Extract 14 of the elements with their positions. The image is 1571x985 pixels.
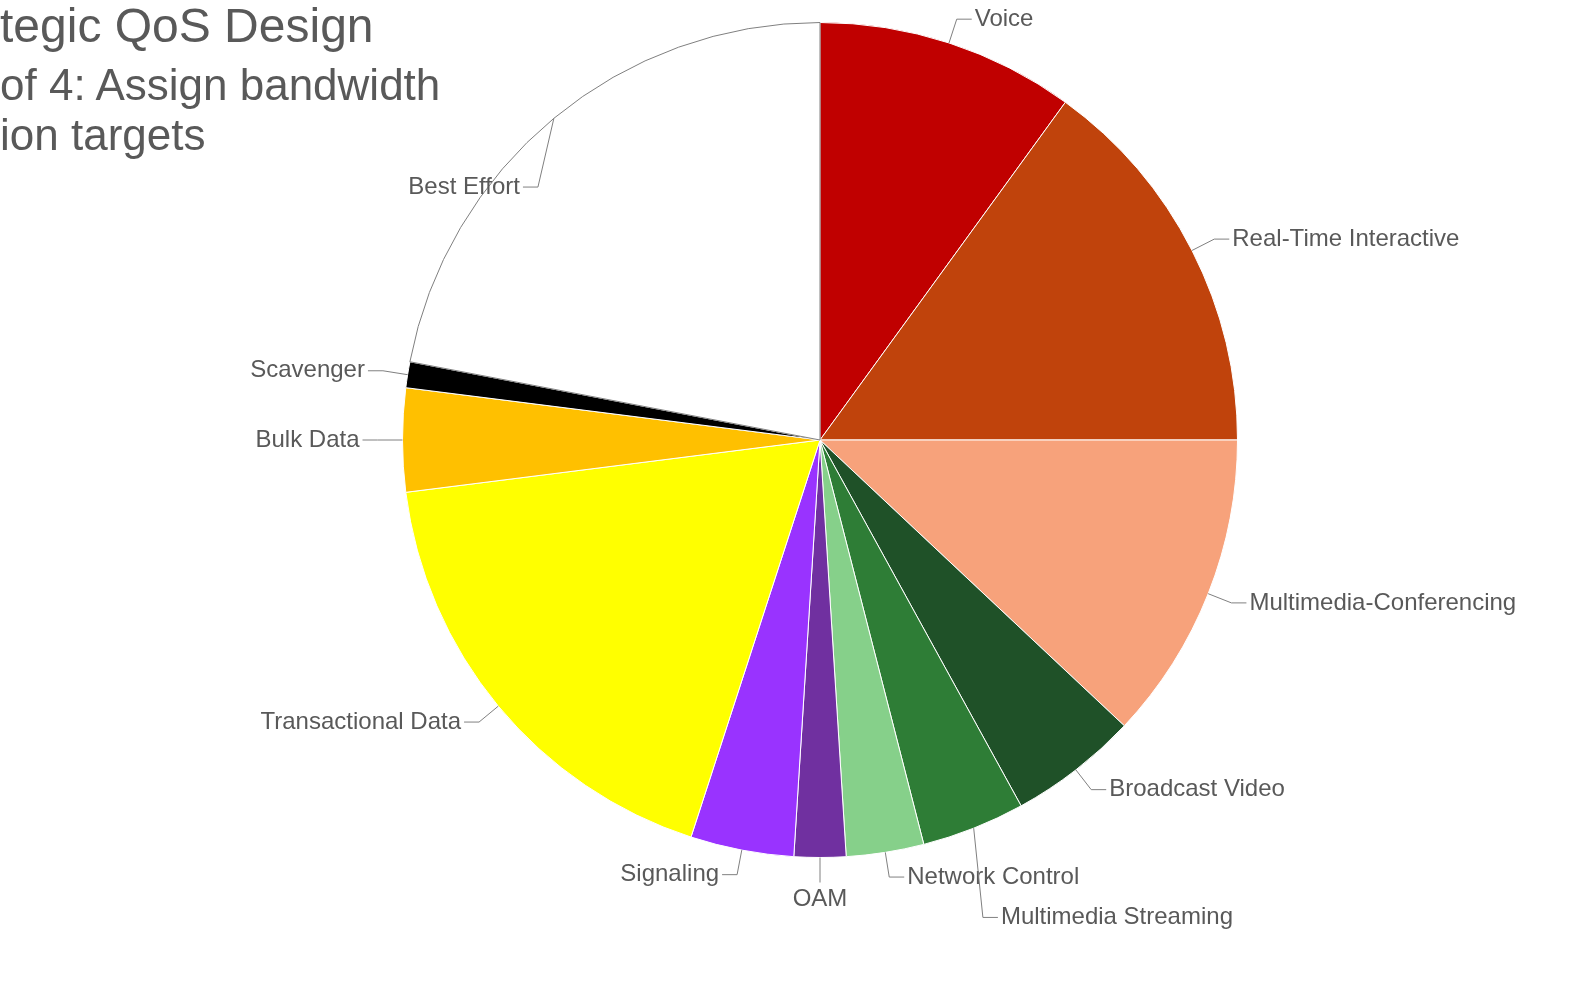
slice-label: OAM [792, 884, 848, 912]
slice-label: Real-Time Interactive [1232, 223, 1460, 251]
slice-label: Voice [974, 3, 1034, 31]
slice-label: Scavenger [250, 355, 365, 383]
slice-label: Multimedia-Conferencing [1249, 587, 1517, 615]
slice-label: Multimedia Streaming [1000, 902, 1233, 930]
text: of 4: Assign bandwidth ion targets [0, 60, 441, 160]
slice-label: Best Effort [408, 171, 521, 199]
slice-label: Broadcast Video [1109, 774, 1285, 802]
slice-label: Transactional Data [260, 706, 462, 734]
slice-label: Bulk Data [255, 424, 361, 452]
slice-label: Network Control [907, 861, 1080, 889]
slice-label: Signaling [620, 859, 720, 887]
chart-title: tegic QoS Design [0, 0, 374, 54]
